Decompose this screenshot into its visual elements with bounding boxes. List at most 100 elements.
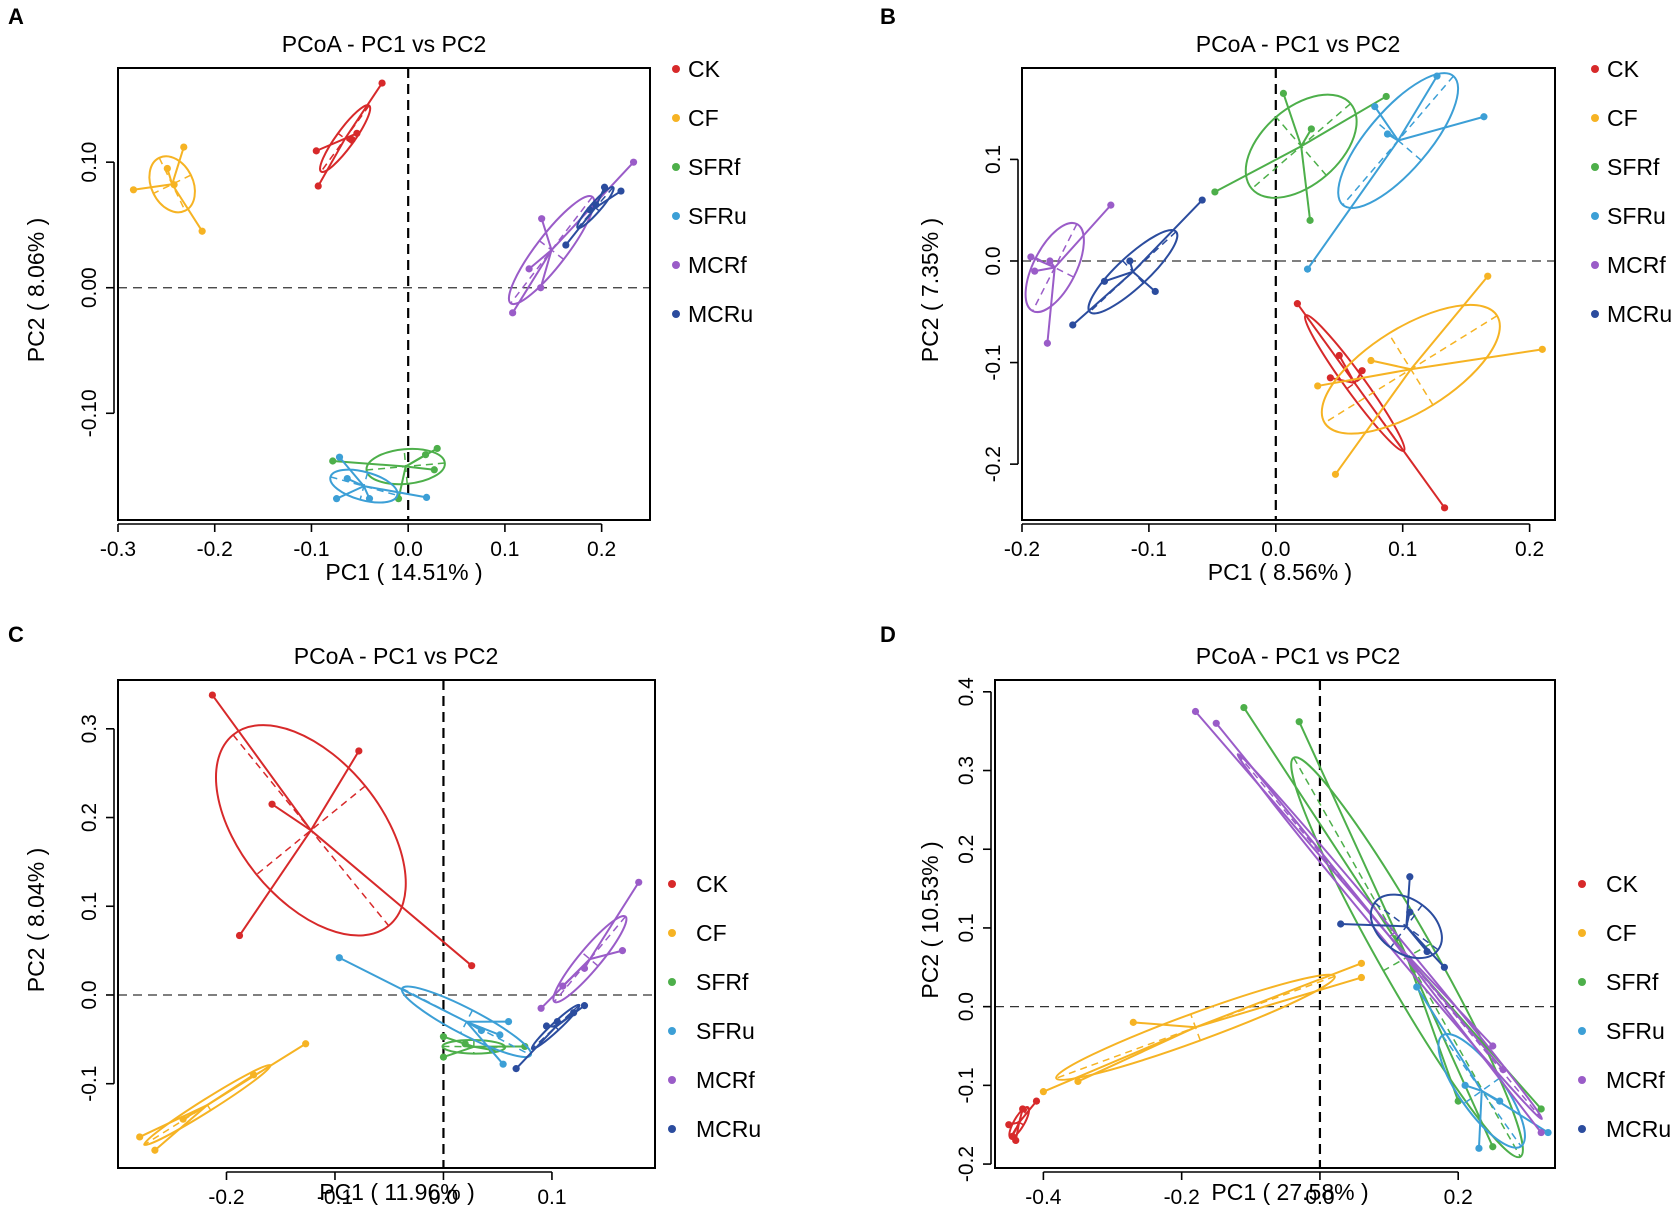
point-CK [208,691,216,699]
legend-label-CK: CK [1606,871,1639,897]
point-CF [170,181,178,189]
series-SFRu [335,954,533,1068]
spider-line-SFRf [1406,956,1460,1102]
series-SFRu [329,453,431,504]
spider-line-SFRf [1282,93,1303,147]
y-tick-label: -0.1 [78,1066,101,1102]
series-SFRu [1413,983,1552,1152]
y-axis-label: PC2 ( 8.06% ) [23,218,49,362]
panel-letter: C [8,622,24,647]
spider-line-SFRu [1477,1090,1483,1149]
point-SFRu [1371,102,1379,111]
spider-line-SFRf [332,459,406,468]
point-MCRu [1440,963,1448,971]
ellipse-axis-minor [581,951,599,967]
point-MCRu [1337,920,1345,928]
panel-C: C PCoA - PC1 vs PC2 -0.2 -0.1 0.0 0.1 -0.1 0.0 0… [8,622,761,1209]
spider-line-MCRf [1389,935,1504,1071]
point-SFRu [343,474,351,483]
series-MCRu [1337,873,1448,971]
series-MCRu [1069,196,1206,329]
y-tick-label: -0.2 [982,446,1005,482]
point-MCRu [1406,873,1414,881]
x-tick-label: -0.4 [1025,1186,1062,1209]
point-CF [1039,1088,1047,1096]
point-CK [468,962,476,970]
point-SFRf [1382,92,1390,101]
x-tick-label: -0.1 [317,1186,353,1209]
legend-marker-CF [672,114,680,122]
point-CF [129,186,138,194]
spider-line-MCRf [1053,204,1112,269]
point-SFRf [1279,89,1288,97]
spider-line-CF [154,1104,209,1152]
point-CK [1358,367,1366,375]
x-axis: -0.2 -0.1 0.0 0.1 [208,1171,567,1209]
point-CF [1367,356,1375,365]
point-MCRu [580,1002,589,1010]
point-SFRu [422,493,431,501]
spider-line-CF [1334,368,1412,475]
legend-label-CF: CF [1607,105,1638,131]
legend-marker-MCRf [1591,261,1599,269]
spider-line-CF [1195,976,1362,1029]
spider-line-SFRu [338,456,365,487]
spider-line-MCRf [562,958,591,987]
series-CK [1293,300,1449,512]
point-CK [1293,300,1301,308]
legend-label-MCRu: MCRu [696,1116,761,1142]
panel-D: D PCoA - PC1 vs PC2 -0.4 -0.2 0.0 0.2 -0.2 -0.1… [880,622,1671,1209]
x-axis-label: PC1 ( 11.96% ) [319,1179,475,1205]
point-CK [314,182,322,190]
point-SFRu [496,1031,504,1039]
point-SFRf [1306,216,1314,224]
spider-line-MCRf [1389,935,1494,1047]
y-tick-label: 0.1 [78,892,101,921]
ellipse-axis-minor [153,174,192,195]
point-CK [235,931,244,940]
spider-line-CK [271,803,312,832]
point-SFRu [499,1060,507,1068]
point-MCRu [1198,196,1206,204]
spider-line-MCRu [1340,923,1407,928]
x-tick-label: 0.2 [1444,1186,1473,1209]
point-SFRu [1433,72,1441,80]
spider-line-SFRf [405,453,427,468]
spider-line-MCRu [1132,199,1203,273]
point-CK [348,135,356,144]
point-SFRu [1496,1097,1504,1105]
point-CK [1335,351,1343,360]
spider-line-CF [171,183,203,232]
point-SFRf [1295,718,1303,726]
legend-marker-CK [1591,65,1599,73]
y-tick-label: 0.1 [955,913,978,942]
spider-line-CK [1330,376,1355,385]
y-tick-label: 0.10 [78,142,101,183]
legend-marker-CF [1578,929,1586,937]
spider-line-CK [1296,303,1356,384]
y-axis-label: PC2 ( 8.04% ) [23,848,49,992]
spider-line-MCRu [1405,925,1428,953]
y-axis-label: PC2 ( 7.35% ) [917,218,943,362]
spider-line-CF [1133,1021,1196,1029]
point-MCRf [1043,339,1051,347]
point-SFRf [433,444,441,453]
x-tick-label: -0.2 [1004,538,1040,561]
series-CK [1005,1097,1041,1145]
point-SFRf [1307,125,1315,133]
spider-line-MCRf [528,249,553,270]
series-MCRf [1024,201,1115,347]
series-MCRu [562,183,625,249]
point-MCRu [617,187,625,195]
point-CK [268,800,276,808]
spider-line-MCRu [1405,876,1411,927]
legend-marker-CK [672,65,680,73]
x-tick-label: -0.2 [1164,1186,1200,1209]
ellipse-axis-major [1441,1035,1522,1147]
spider-line-CK [211,694,312,831]
point-CF [302,1040,310,1048]
point-SFRf [1537,1105,1545,1113]
spider-line-MCRu [1104,270,1134,283]
point-SFRf [1240,703,1248,712]
legend-marker-MCRu [1578,1125,1586,1133]
